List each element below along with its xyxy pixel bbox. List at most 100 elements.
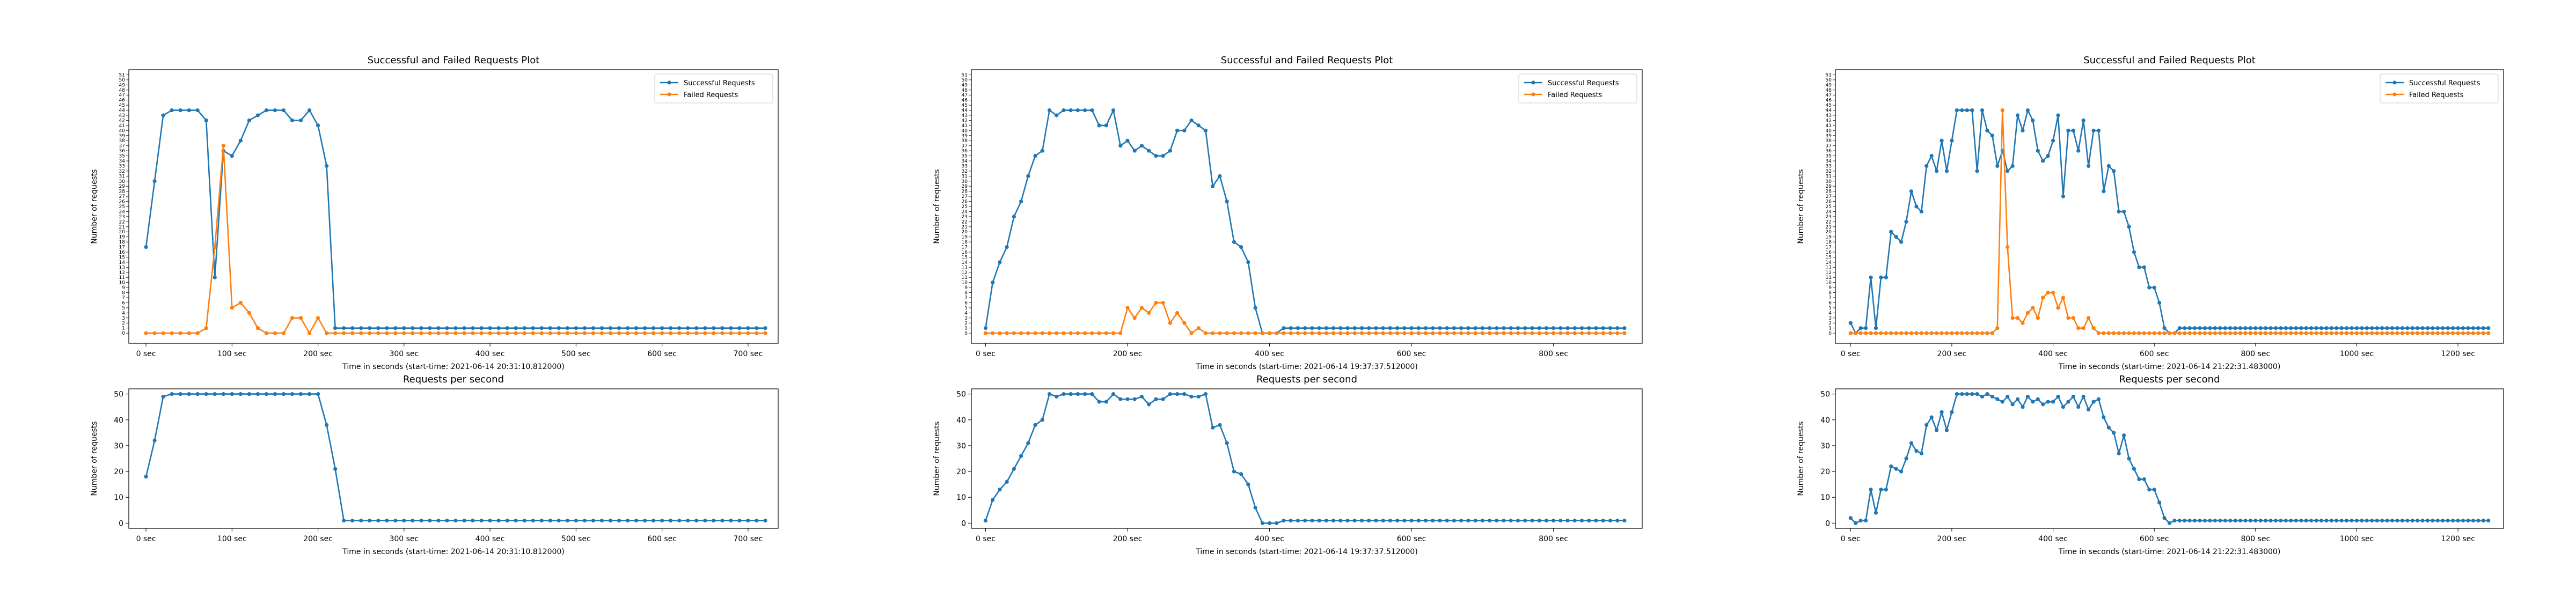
y-tick-label: 33 [119,164,125,169]
data-point [1232,469,1236,474]
x-tick-label: 800 sec [2241,535,2270,543]
y-tick-label: 33 [962,164,968,169]
y-tick-label: 17 [962,245,968,250]
data-point [2365,331,2369,335]
data-point [471,518,475,523]
data-point [1537,331,1541,335]
data-point [2299,326,2303,330]
y-tick-label: 15 [962,255,968,260]
data-point [230,306,234,310]
y-tick-label: 16 [962,250,968,255]
data-point [729,518,733,523]
x-tick-label: 200 sec [1937,535,1967,543]
data-point [1097,400,1101,404]
data-point [2031,118,2035,123]
data-point [677,518,682,523]
y-tick-label: 46 [962,98,968,104]
y-tick-label: 36 [962,149,968,154]
data-point [144,245,148,249]
data-point [385,518,389,523]
data-point [1019,331,1023,335]
data-point [1239,331,1243,335]
data-point [755,331,759,335]
data-point [462,518,466,523]
x-tick-label: 200 sec [1113,535,1143,543]
data-point [1909,441,1914,445]
data-point [1965,108,1969,113]
data-point [1995,326,2000,330]
data-point [2319,518,2324,523]
y-tick-label: 24 [119,209,126,215]
data-point [2157,500,2162,505]
data-point [686,518,690,523]
data-point [290,118,295,123]
data-point [1960,392,1964,396]
y-tick-label: 41 [1826,123,1832,129]
data-point [2314,331,2318,335]
legend-label: Failed Requests [1548,91,1602,99]
data-point [1345,326,1350,330]
x-tick-label: 200 sec [1113,350,1143,358]
data-point [213,245,217,249]
data-point [2213,518,2217,523]
data-point [2066,400,2070,404]
data-point [1516,518,1520,523]
data-point [539,331,544,335]
data-point [1909,331,1914,335]
data-point [471,331,475,335]
data-point [755,326,759,330]
data-point [505,326,509,330]
data-point [247,311,251,315]
data-point [1940,410,1944,414]
y-tick-label: 19 [962,235,968,240]
data-point [1985,392,1989,396]
data-point [2086,407,2091,412]
data-point [1289,331,1293,335]
data-point [1955,331,1959,335]
data-point [2299,331,2303,335]
y-tick-label: 37 [962,144,968,149]
data-point [2041,296,2045,300]
data-point [238,138,243,143]
y-tick-label: 28 [1826,189,1832,195]
data-point [462,331,466,335]
data-point [2132,467,2136,471]
data-point [1523,326,1527,330]
data-point [677,331,682,335]
data-point [2471,518,2476,523]
data-point [1246,260,1250,264]
data-point [1147,402,1151,407]
legend-label: Successful Requests [1548,79,1619,87]
y-tick-label: 23 [1826,215,1832,220]
data-point [1608,331,1613,335]
data-point [2117,331,2121,335]
y-tick-label: 1 [1828,326,1832,331]
y-tick-label: 40 [956,416,966,425]
data-point [2036,316,2040,320]
y-axis-label: Number of requests [933,169,941,244]
data-point [1090,108,1094,113]
data-point [2243,326,2248,330]
y-tick-label: 25 [1826,204,1832,210]
data-point [1863,331,1868,335]
x-tick-label: 1200 sec [2441,535,2475,543]
data-point [1402,326,1407,330]
x-tick-label: 800 sec [1539,350,1568,358]
data-point [2360,518,2364,523]
data-point [1033,331,1037,335]
data-point [1488,326,1492,330]
data-point [1005,245,1009,249]
x-tick-label: 600 sec [647,350,677,358]
data-point [1282,326,1286,330]
data-point [2451,326,2455,330]
data-point [1005,480,1009,484]
data-point [1858,518,1863,523]
x-tick-label: 400 sec [475,535,505,543]
data-point [1019,454,1023,458]
data-point [514,331,518,335]
y-tick-label: 50 [114,390,123,399]
data-point [991,281,995,285]
y-tick-label: 30 [1826,179,1832,185]
y-tick-label: 14 [119,260,126,266]
data-point [2329,326,2333,330]
